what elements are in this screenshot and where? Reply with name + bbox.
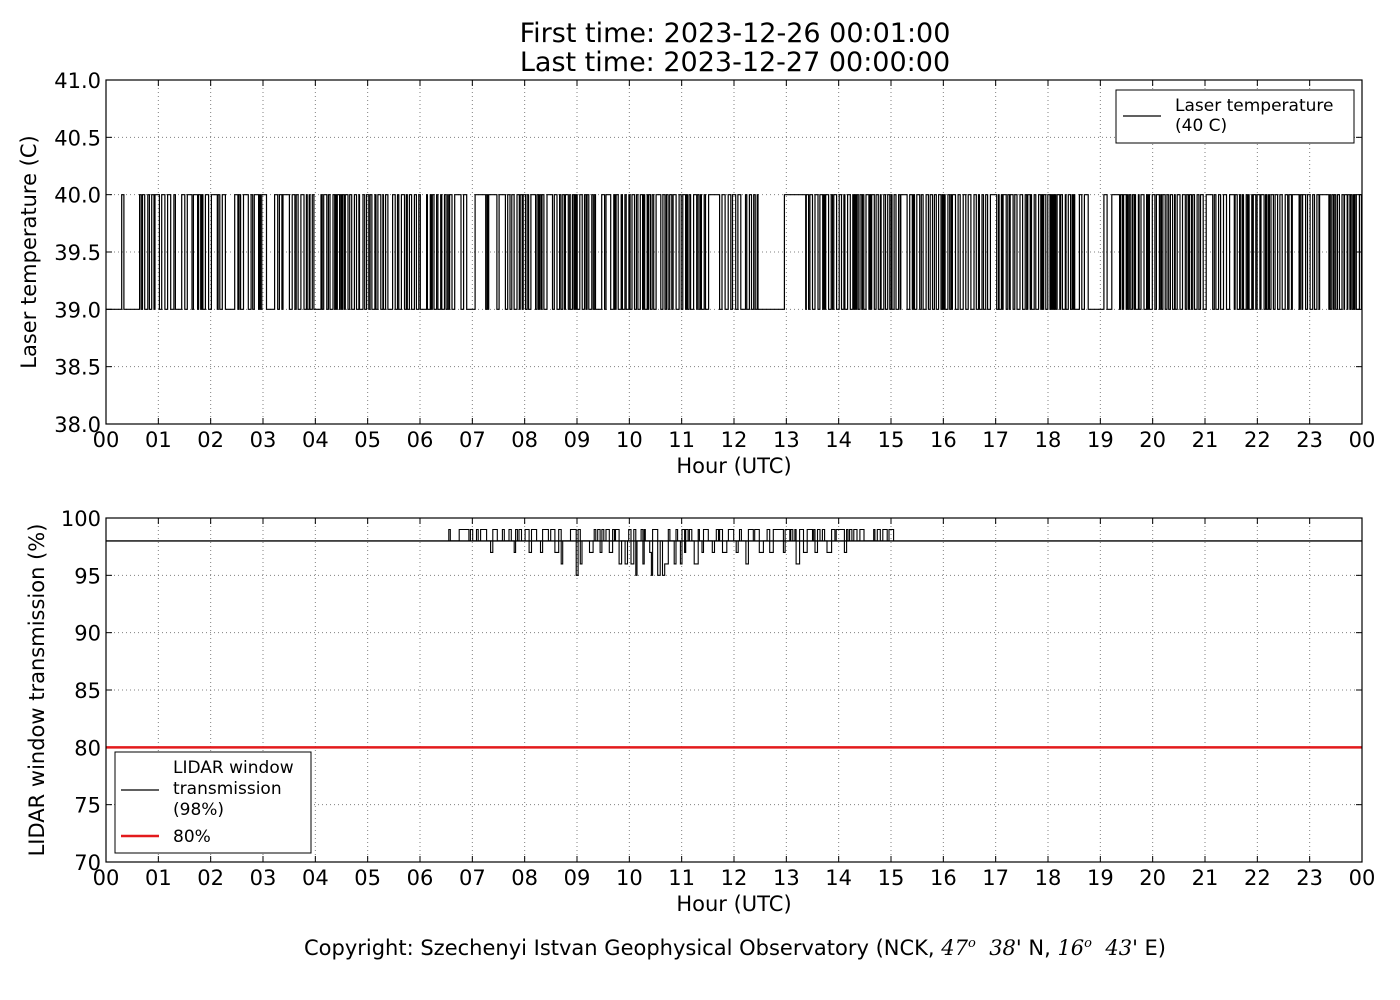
legend-label-transmission: transmission bbox=[173, 779, 282, 799]
y-tick-label: 90 bbox=[74, 622, 101, 646]
x-tick-label: 14 bbox=[825, 866, 852, 890]
y-tick-label: 38.0 bbox=[54, 413, 101, 437]
footer-lat-deg: 47 bbox=[941, 936, 968, 960]
y-axis-label: Laser temperature (C) bbox=[17, 135, 41, 368]
y-tick-label: 39.0 bbox=[54, 298, 101, 322]
chart-title-line-1: First time: 2023-12-26 00:01:00 bbox=[519, 18, 951, 49]
footer-lon-suffix: ' E) bbox=[1132, 936, 1167, 960]
x-tick-label: 15 bbox=[878, 428, 905, 452]
x-tick-label: 19 bbox=[1087, 428, 1114, 452]
x-axis-label: Hour (UTC) bbox=[676, 892, 791, 916]
footer-prefix: Copyright: Szechenyi Istvan Geophysical … bbox=[303, 936, 942, 960]
y-tick-label: 41.0 bbox=[54, 69, 101, 93]
x-tick-label: 17 bbox=[982, 428, 1009, 452]
x-tick-label: 00 bbox=[1349, 428, 1376, 452]
y-tick-label: 95 bbox=[74, 564, 101, 588]
x-tick-label: 01 bbox=[145, 866, 172, 890]
x-tick-label: 13 bbox=[773, 866, 800, 890]
x-tick-label: 09 bbox=[564, 866, 591, 890]
copyright-footer: Copyright: Szechenyi Istvan Geophysical … bbox=[0, 936, 1400, 960]
x-tick-label: 20 bbox=[1139, 866, 1166, 890]
x-tick-label: 23 bbox=[1296, 428, 1323, 452]
x-tick-label: 00 bbox=[93, 866, 120, 890]
legend-label-transmission: (98%) bbox=[173, 800, 224, 820]
x-tick-label: 07 bbox=[459, 428, 486, 452]
x-tick-label: 23 bbox=[1296, 866, 1323, 890]
x-tick-label: 06 bbox=[407, 866, 434, 890]
lidar-transmission-panel: 00 01 02 03 04 05 06 07 08 09 10 11 12 13 14 15 16 17 18 19… bbox=[25, 507, 1375, 916]
x-tick-label: 13 bbox=[773, 428, 800, 452]
footer-lon-deg-mark: o bbox=[1084, 936, 1092, 951]
x-tick-label: 03 bbox=[250, 866, 277, 890]
legend-label-transmission: LIDAR window bbox=[173, 758, 294, 778]
transmission-line bbox=[448, 528, 895, 576]
plot-area bbox=[106, 528, 1362, 749]
plot-area bbox=[106, 194, 1362, 310]
legend: Laser temperature(40 C) bbox=[1115, 89, 1355, 144]
x-tick-label: 08 bbox=[511, 428, 538, 452]
x-tick-label: 12 bbox=[721, 428, 748, 452]
x-tick-label: 15 bbox=[878, 866, 905, 890]
footer-lat-deg-mark: o bbox=[968, 936, 976, 951]
laser-temperature-panel: 00 01 02 03 04 05 06 07 08 09 10 11 12 13 14 15 16 17 18 19… bbox=[17, 69, 1375, 478]
x-tick-label: 19 bbox=[1087, 866, 1114, 890]
x-tick-label: 22 bbox=[1244, 866, 1271, 890]
y-tick-label: 39.5 bbox=[54, 241, 101, 265]
y-tick-label: 70 bbox=[74, 851, 101, 875]
x-tick-label: 16 bbox=[930, 866, 957, 890]
x-tick-label: 14 bbox=[825, 428, 852, 452]
x-tick-label: 01 bbox=[145, 428, 172, 452]
footer-lat-min: 38 bbox=[989, 936, 1016, 960]
footer-lat-suffix: ' N, bbox=[1015, 936, 1058, 960]
legend-label-laser: (40 C) bbox=[1175, 116, 1227, 136]
legend-label-threshold: 80% bbox=[173, 827, 211, 847]
x-tick-label: 12 bbox=[721, 866, 748, 890]
x-tick-label: 17 bbox=[982, 866, 1009, 890]
x-tick-label: 07 bbox=[459, 866, 486, 890]
x-tick-label: 03 bbox=[250, 428, 277, 452]
x-tick-label: 08 bbox=[511, 866, 538, 890]
x-tick-label: 10 bbox=[616, 866, 643, 890]
laser-temperature-line bbox=[106, 194, 1362, 310]
y-tick-label: 38.5 bbox=[54, 356, 101, 380]
x-tick-label: 02 bbox=[197, 866, 224, 890]
x-tick-label: 16 bbox=[930, 428, 957, 452]
x-tick-label: 10 bbox=[616, 428, 643, 452]
x-tick-label: 18 bbox=[1035, 866, 1062, 890]
x-tick-label: 04 bbox=[302, 428, 329, 452]
x-tick-label: 21 bbox=[1192, 428, 1219, 452]
x-tick-label: 22 bbox=[1244, 428, 1271, 452]
legend-label-laser: Laser temperature bbox=[1175, 96, 1333, 116]
x-tick-label: 20 bbox=[1139, 428, 1166, 452]
footer-lon-min: 43 bbox=[1105, 936, 1133, 960]
x-tick-label: 11 bbox=[668, 866, 695, 890]
y-tick-label: 100 bbox=[61, 507, 101, 531]
x-tick-label: 11 bbox=[668, 428, 695, 452]
y-tick-label: 85 bbox=[74, 679, 101, 703]
plot-frame bbox=[105, 79, 1363, 425]
plot-frame bbox=[105, 517, 1363, 863]
y-tick-label: 40.0 bbox=[54, 184, 101, 208]
x-tick-label: 18 bbox=[1035, 428, 1062, 452]
x-tick-label: 00 bbox=[93, 428, 120, 452]
footer-lon-deg: 16 bbox=[1057, 936, 1085, 960]
y-axis-label: LIDAR window transmission (%) bbox=[25, 524, 49, 857]
x-axis-label: Hour (UTC) bbox=[676, 454, 791, 478]
x-tick-label: 04 bbox=[302, 866, 329, 890]
y-tick-label: 80 bbox=[74, 736, 101, 760]
chart-title-line-2: Last time: 2023-12-27 00:00:00 bbox=[519, 47, 951, 78]
x-tick-label: 09 bbox=[564, 428, 591, 452]
x-tick-label: 05 bbox=[354, 866, 381, 890]
x-tick-label: 06 bbox=[407, 428, 434, 452]
y-tick-label: 75 bbox=[74, 794, 101, 818]
x-tick-label: 00 bbox=[1349, 866, 1376, 890]
x-tick-label: 02 bbox=[197, 428, 224, 452]
x-tick-label: 21 bbox=[1192, 866, 1219, 890]
y-tick-label: 40.5 bbox=[54, 126, 101, 150]
x-tick-label: 05 bbox=[354, 428, 381, 452]
